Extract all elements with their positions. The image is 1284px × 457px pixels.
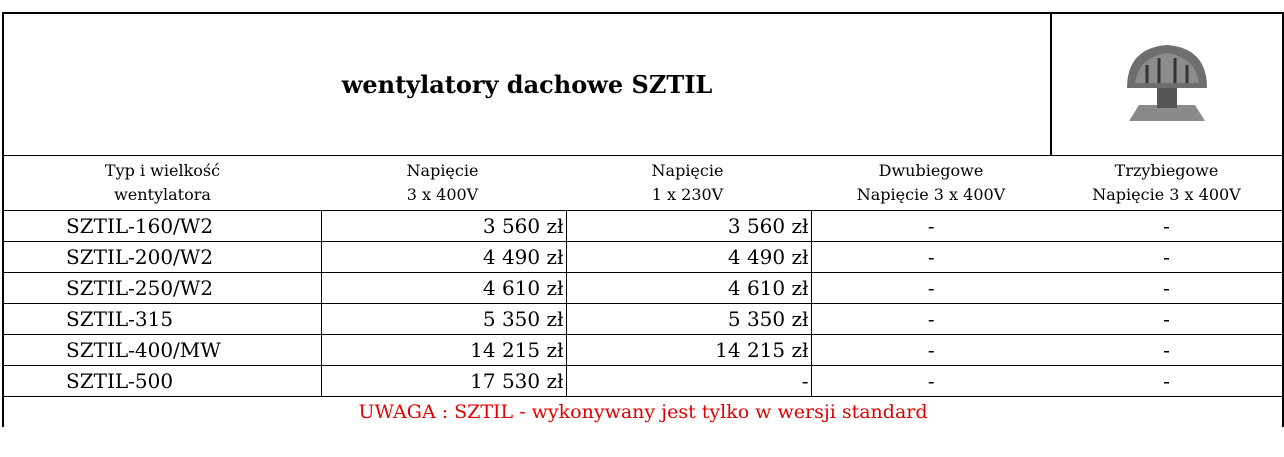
fan-icon (1117, 33, 1217, 133)
cell: - (1051, 242, 1283, 273)
header-line: wentylatora (4, 183, 321, 207)
cell: 14 215 zł (566, 335, 811, 366)
cell: 4 490 zł (321, 242, 566, 273)
cell: SZTIL-160/W2 (3, 211, 321, 242)
cell: - (1051, 335, 1283, 366)
cell: 4 610 zł (321, 273, 566, 304)
header-line: Napięcie (566, 159, 809, 183)
product-image (1051, 13, 1283, 156)
cell: - (1051, 304, 1283, 335)
header-line: Trzybiegowe (1051, 159, 1282, 183)
cell: - (1051, 273, 1283, 304)
cell: - (1051, 211, 1283, 242)
cell: SZTIL-200/W2 (3, 242, 321, 273)
header-line: Napięcie (321, 159, 564, 183)
cell: SZTIL-250/W2 (3, 273, 321, 304)
cell: SZTIL-500 (3, 366, 321, 397)
table-title: wentylatory dachowe SZTIL (3, 13, 1051, 156)
cell: - (811, 242, 1051, 273)
cell: 4 490 zł (566, 242, 811, 273)
cell: 17 530 zł (321, 366, 566, 397)
cell: 4 610 zł (566, 273, 811, 304)
cell: - (811, 335, 1051, 366)
cell: 14 215 zł (321, 335, 566, 366)
header-line: Napięcie 3 x 400V (811, 183, 1051, 207)
cell: - (811, 366, 1051, 397)
cell: - (566, 366, 811, 397)
header-line: Typ i wielkość (4, 159, 321, 183)
cell: 5 350 zł (566, 304, 811, 335)
note-row: UWAGA : SZTIL - wykonywany jest tylko w … (3, 397, 1283, 428)
cell: 3 560 zł (566, 211, 811, 242)
cell: - (811, 273, 1051, 304)
header-line: Dwubiegowe (811, 159, 1051, 183)
cell: - (811, 304, 1051, 335)
price-table: wentylatory dachowe SZTIL Typ i wielkość… (2, 12, 1284, 427)
header-line: 3 x 400V (321, 183, 564, 207)
cell: - (1051, 366, 1283, 397)
header-line: Napięcie 3 x 400V (1051, 183, 1282, 207)
cell: 3 560 zł (321, 211, 566, 242)
cell: SZTIL-400/MW (3, 335, 321, 366)
cell: SZTIL-315 (3, 304, 321, 335)
page: wentylatory dachowe SZTIL Typ i wielkość… (0, 0, 1284, 457)
cell: 5 350 zł (321, 304, 566, 335)
cell: - (811, 211, 1051, 242)
header-line: 1 x 230V (566, 183, 809, 207)
note: UWAGA : SZTIL - wykonywany jest tylko w … (3, 397, 1283, 428)
